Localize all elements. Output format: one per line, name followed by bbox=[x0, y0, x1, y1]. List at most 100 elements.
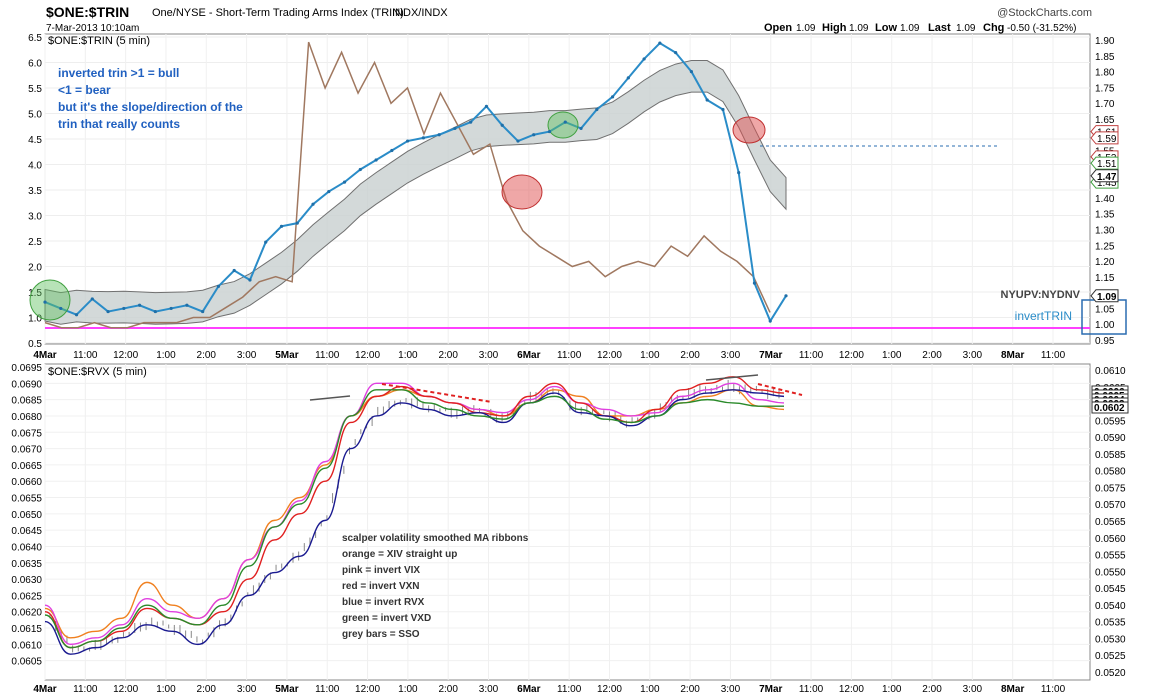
x-tick-label: 12:00 bbox=[597, 684, 622, 695]
trin-point bbox=[311, 202, 315, 206]
trendline-1 bbox=[309, 395, 351, 401]
bottom-right-tick-label: 0.0595 bbox=[1095, 416, 1126, 427]
top-value-tag: 1.47 bbox=[1090, 169, 1119, 183]
top-left-tick-label: 2.5 bbox=[28, 237, 42, 248]
trendline-2 bbox=[705, 374, 759, 381]
top-right-tick-label: 1.20 bbox=[1095, 257, 1115, 268]
bottom-annotation: scalper volatility smoothed MA ribbons o… bbox=[342, 533, 529, 640]
trin-point bbox=[153, 309, 157, 314]
top-right-tick-label: 1.05 bbox=[1095, 304, 1115, 315]
trin-point bbox=[327, 189, 331, 194]
green-circle-1 bbox=[29, 279, 71, 321]
bottom-left-tick-label: 0.0680 bbox=[11, 412, 42, 423]
bottom-right-tick-label: 0.0570 bbox=[1095, 500, 1126, 511]
high-value: 1.09 bbox=[849, 23, 869, 34]
x-tick-label: 8Mar bbox=[1001, 684, 1024, 695]
x-tick-label: 2:00 bbox=[438, 350, 458, 361]
top-panel-title: $ONE:$TRIN (5 min) bbox=[48, 35, 150, 47]
ma-ribbons bbox=[44, 376, 785, 655]
top-left-tick-label: 1.5 bbox=[28, 288, 42, 299]
top-right-tick-label: 0.95 bbox=[1095, 336, 1115, 347]
top-value-tag: 1.51 bbox=[1090, 156, 1119, 170]
last-value: 1.09 bbox=[956, 23, 976, 34]
trin-point bbox=[626, 76, 630, 80]
trin-point bbox=[579, 126, 583, 131]
bollinger-band bbox=[44, 60, 787, 325]
bottom-right-tick-label: 0.0575 bbox=[1095, 483, 1126, 494]
trin-point bbox=[642, 57, 646, 61]
top-right-tick-label: 1.25 bbox=[1095, 241, 1115, 252]
bottom-left-tick-label: 0.0655 bbox=[11, 494, 42, 505]
bottom-right-tick-label: 0.0535 bbox=[1095, 618, 1126, 629]
top-left-tick-label: 4.0 bbox=[28, 161, 42, 172]
legend-nyupv: NYUPV:NYDNV bbox=[1001, 289, 1081, 301]
trin-point bbox=[43, 300, 47, 304]
trin-point bbox=[185, 303, 189, 307]
chg-value: -0.50 (-31.52%) bbox=[1007, 23, 1076, 34]
bottom-left-tick-label: 0.0620 bbox=[11, 608, 42, 619]
bottom-left-tick-label: 0.0670 bbox=[11, 445, 42, 456]
top-right-tick-label: 1.75 bbox=[1095, 83, 1115, 94]
trin-point bbox=[516, 139, 520, 143]
bottom-right-tick-label: 0.0590 bbox=[1095, 433, 1126, 444]
x-tick-label: 6Mar bbox=[517, 350, 540, 361]
trin-point bbox=[90, 297, 94, 301]
x-tick-label: 11:00 bbox=[799, 350, 824, 361]
bottom-right-tick-label: 0.0540 bbox=[1095, 601, 1126, 612]
nyupv-nydnv-line bbox=[44, 41, 771, 329]
bottom-right-tick-label: 0.0580 bbox=[1095, 467, 1126, 478]
bottom-left-axis: 0.0605 0.0610 0.0615 0.0620 0.0625 0.0630 0.06… bbox=[11, 363, 42, 668]
x-tick-label: 12:00 bbox=[113, 684, 138, 695]
top-value-tag: 1.09 bbox=[1090, 289, 1119, 303]
x-tick-label: 1:00 bbox=[882, 350, 902, 361]
top-left-tick-label: 3.5 bbox=[28, 186, 42, 197]
annotation-line-2: <1 = bear bbox=[58, 83, 111, 97]
x-tick-label: 1:00 bbox=[640, 684, 660, 695]
description: One/NYSE - Short-Term Trading Arms Index… bbox=[152, 7, 404, 19]
ribbon-note-4: red = invert VXN bbox=[342, 581, 420, 592]
x-tick-label: 2:00 bbox=[438, 684, 458, 695]
x-tick-label: 3:00 bbox=[237, 350, 257, 361]
trin-point bbox=[421, 136, 425, 140]
bottom-right-tick-label: 0.0585 bbox=[1095, 450, 1126, 461]
x-tick-label: 3:00 bbox=[721, 350, 741, 361]
bottom-left-tick-label: 0.0605 bbox=[11, 657, 42, 668]
svg-text:1.09: 1.09 bbox=[1097, 292, 1117, 303]
svg-text:1.45: 1.45 bbox=[1097, 178, 1117, 189]
bottom-right-tick-label: 0.0610 bbox=[1095, 366, 1126, 377]
x-tick-label: 12:00 bbox=[597, 350, 622, 361]
trin-point bbox=[532, 133, 536, 137]
copyright: @StockCharts.com bbox=[997, 7, 1092, 19]
top-right-tick-label: 1.80 bbox=[1095, 68, 1115, 79]
symbol: $ONE:$TRIN bbox=[46, 4, 129, 20]
bottom-value-tag: 0.0602 bbox=[1091, 401, 1129, 414]
bottom-left-tick-label: 0.0635 bbox=[11, 559, 42, 570]
trin-point bbox=[216, 284, 221, 288]
bottom-left-tick-label: 0.0695 bbox=[11, 363, 42, 374]
x-tick-label: 3:00 bbox=[479, 350, 499, 361]
annotation-line-3: but it's the slope/direction of the bbox=[58, 100, 243, 114]
trin-point bbox=[610, 95, 615, 99]
top-right-tick-label: 1.85 bbox=[1095, 52, 1115, 63]
x-tick-label: 2:00 bbox=[197, 684, 217, 695]
bottom-left-tick-label: 0.0610 bbox=[11, 640, 42, 651]
top-panel: 0.51.01.52.02.53.03.54.04.55.05.56.06.5 … bbox=[28, 33, 1127, 350]
bottom-right-tick-label: 0.0520 bbox=[1095, 668, 1126, 679]
trin-point bbox=[232, 268, 236, 273]
annotation-line-1: inverted trin >1 = bull bbox=[58, 66, 179, 80]
top-x-axis: 4Mar 11:00 12:00 1:00 2:00 3:00 5Mar 11:00 12:00… bbox=[33, 350, 1065, 361]
top-right-tick-label: 1.90 bbox=[1095, 36, 1115, 47]
x-tick-label: 1:00 bbox=[156, 350, 176, 361]
x-tick-label: 8Mar bbox=[1001, 350, 1024, 361]
trin-point bbox=[484, 104, 489, 108]
bottom-left-tick-label: 0.0625 bbox=[11, 591, 42, 602]
x-tick-label: 11:00 bbox=[557, 684, 582, 695]
top-left-tick-label: 3.0 bbox=[28, 212, 42, 223]
ohlc-readout: Open 1.09 High 1.09 Low 1.09 Last 1.09 C… bbox=[764, 22, 1076, 34]
bottom-right-tick-label: 0.0530 bbox=[1095, 634, 1126, 645]
top-left-tick-label: 5.0 bbox=[28, 110, 42, 121]
trin-point bbox=[705, 98, 709, 102]
bottom-left-tick-label: 0.0615 bbox=[11, 624, 42, 635]
chart-header: $ONE:$TRIN One/NYSE - Short-Term Trading… bbox=[46, 4, 1092, 34]
